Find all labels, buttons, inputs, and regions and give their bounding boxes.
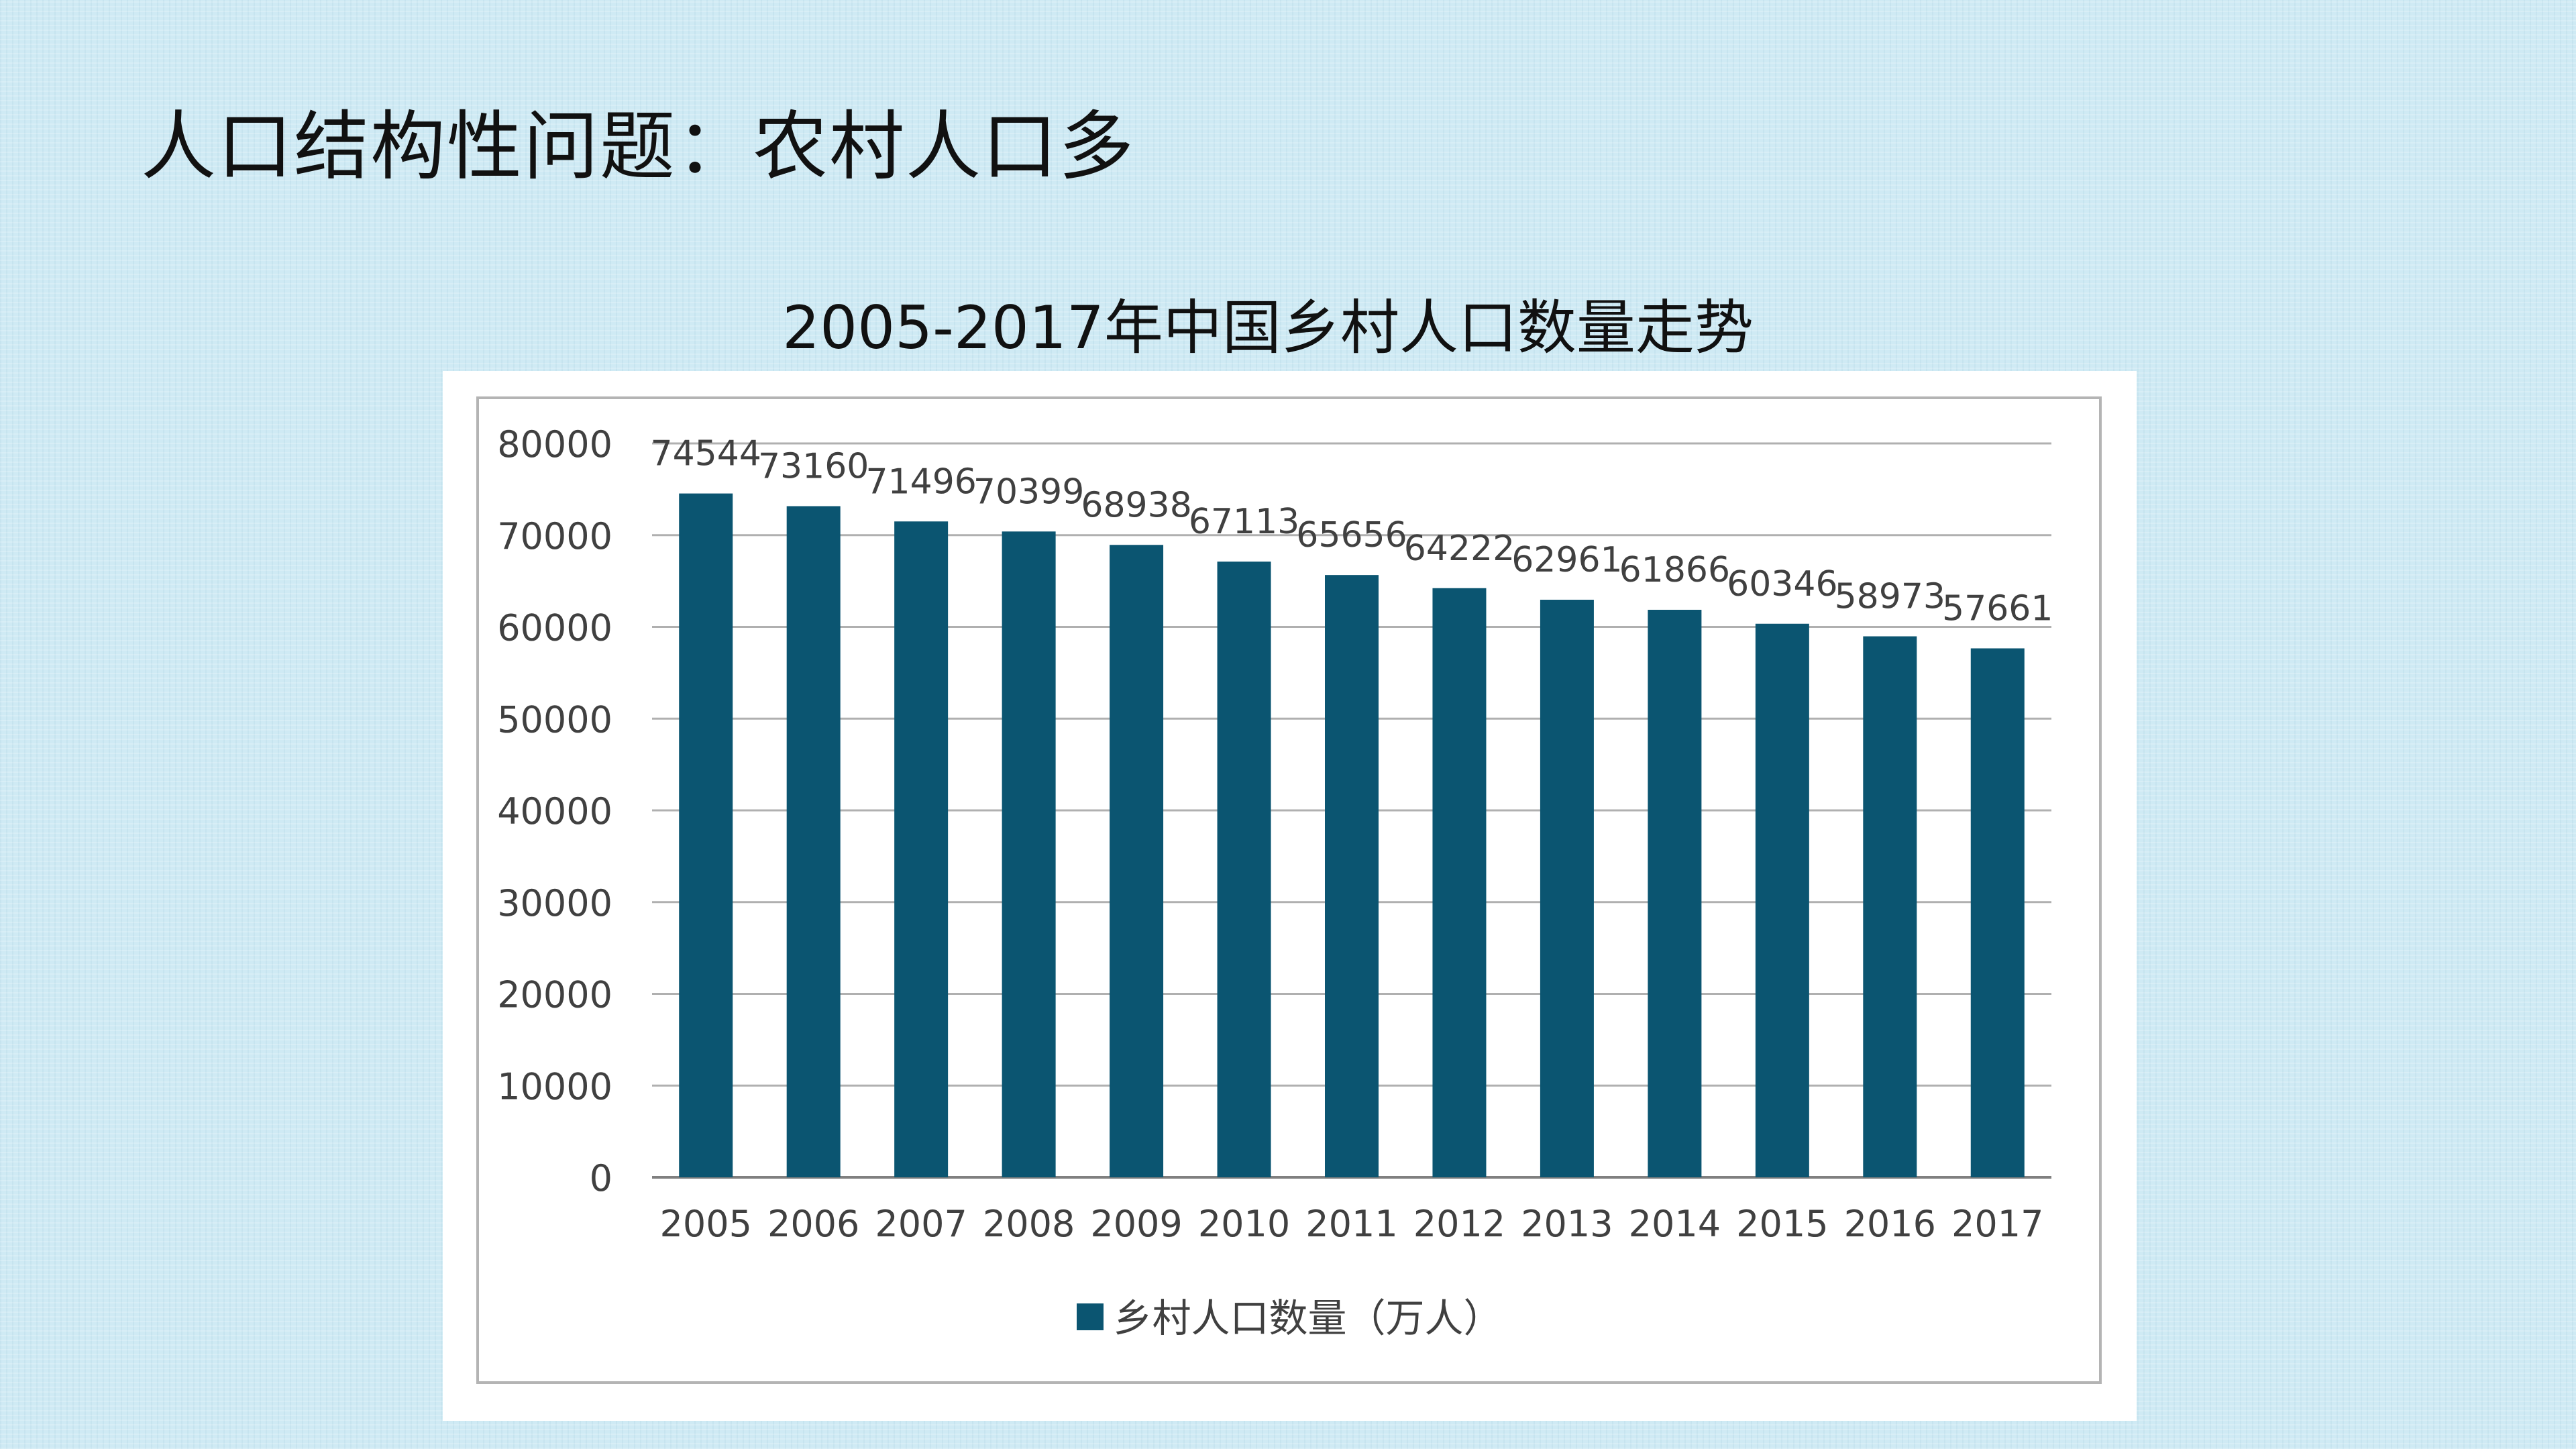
x-tick-label: 2011: [1305, 1203, 1397, 1245]
y-tick-label: 80000: [497, 423, 612, 466]
data-label: 65656: [1296, 515, 1407, 555]
bar-2015: [1755, 623, 1809, 1177]
chart-legend: 乡村人口数量（万人）: [443, 1287, 2137, 1343]
chart-title: 2005-2017年中国乡村人口数量走势: [782, 293, 1754, 362]
chart-panel: 0 10000 20000 30000 40000 50000 60000 70000 8000…: [443, 371, 2137, 1421]
bar-2006: [786, 506, 841, 1177]
y-tick-label: 50000: [497, 698, 612, 741]
data-label: 71496: [865, 462, 976, 502]
x-tick-label: 2016: [1844, 1203, 1936, 1245]
data-label: 73160: [758, 447, 869, 487]
data-label: 70399: [973, 472, 1084, 512]
bar-2016: [1863, 636, 1917, 1177]
x-tick-label: 2013: [1521, 1203, 1613, 1245]
x-tick-label: 2014: [1629, 1203, 1721, 1245]
bar-2011: [1325, 575, 1379, 1177]
bar-2005: [679, 493, 733, 1177]
bar-2017: [1970, 648, 2025, 1177]
x-tick-label: 2012: [1413, 1203, 1505, 1245]
bar-2014: [1648, 609, 1702, 1177]
bar-2013: [1540, 600, 1594, 1177]
bar-2008: [1002, 531, 1056, 1177]
bar-2009: [1110, 545, 1164, 1177]
y-tick-label: 60000: [497, 607, 612, 649]
x-tick-label: 2006: [767, 1203, 859, 1245]
slide-title: 人口结构性问题：农村人口多: [141, 103, 1135, 191]
y-tick-label: 0: [590, 1157, 612, 1199]
data-label: 58973: [1835, 577, 1945, 617]
bar-2012: [1432, 588, 1487, 1177]
y-tick-label: 70000: [497, 515, 612, 557]
data-label: 62961: [1511, 540, 1622, 580]
x-tick-label: 2015: [1736, 1203, 1828, 1245]
x-tick-label: 2009: [1090, 1203, 1182, 1245]
y-tick-label: 30000: [497, 882, 612, 924]
x-tick-label: 2007: [875, 1203, 967, 1245]
x-tick-label: 2010: [1198, 1203, 1290, 1245]
data-label: 57661: [1942, 588, 2053, 629]
y-tick-label: 10000: [497, 1065, 612, 1108]
legend-label: 乡村人口数量（万人）: [1113, 1295, 1503, 1341]
bar-2010: [1217, 561, 1271, 1177]
bar-2007: [894, 521, 949, 1177]
y-tick-label: 40000: [497, 790, 612, 833]
legend-swatch: [1077, 1303, 1104, 1330]
data-label: 60346: [1727, 564, 1837, 604]
x-tick-label: 2017: [1951, 1203, 2043, 1245]
data-label: 68938: [1081, 485, 1191, 525]
data-label: 61866: [1619, 550, 1730, 590]
x-tick-label: 2008: [983, 1203, 1075, 1245]
data-label: 67113: [1189, 502, 1299, 542]
data-label: 64222: [1404, 529, 1515, 569]
y-tick-label: 20000: [497, 974, 612, 1016]
data-label: 74544: [651, 434, 761, 474]
chart-frame: [476, 396, 2102, 1384]
x-tick-label: 2005: [660, 1203, 752, 1245]
bar-chart: 0 10000 20000 30000 40000 50000 60000 70000 8000…: [497, 423, 2053, 1245]
